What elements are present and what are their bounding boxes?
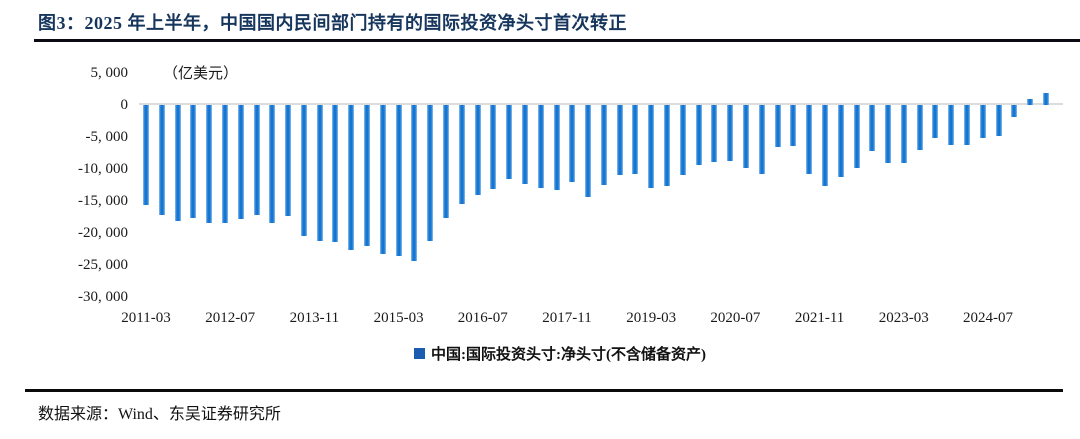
bar (379, 105, 386, 255)
legend: 中国:国际投资头寸:净头寸(不含储备资产) (40, 343, 1080, 364)
x-axis-tick-label: 2021-11 (794, 310, 845, 326)
bar (774, 105, 781, 147)
x-axis-tick-label: 2024-07 (963, 310, 1013, 326)
bar (174, 105, 181, 221)
x-axis-tick-label: 2016-07 (457, 310, 508, 326)
y-axis-tick-label: -5, 000 (85, 128, 129, 145)
bar (869, 105, 876, 152)
bar (332, 105, 339, 242)
zero-gridline (139, 103, 1063, 105)
bar (395, 105, 402, 257)
bar (364, 105, 371, 247)
source-note: 数据来源：Wind、东吴证券研究所 (38, 406, 281, 423)
bar (758, 105, 765, 175)
bar (316, 105, 323, 241)
bar (458, 105, 465, 204)
figure-title: 图3：2025 年上半年，中国国内民间部门持有的国际投资净头寸首次转正 (38, 13, 627, 33)
bar (900, 105, 907, 164)
bar (600, 105, 607, 185)
bar (474, 105, 481, 196)
bar (300, 105, 307, 236)
bar (221, 105, 228, 223)
bar (443, 105, 449, 219)
bar (143, 105, 149, 205)
y-axis-tick-label: -25, 000 (78, 256, 128, 273)
y-axis-tick-label: -10, 000 (78, 160, 128, 177)
legend-label: 中国:国际投资头寸:净头寸(不含储备资产) (431, 347, 706, 363)
bar (916, 105, 923, 150)
bar (979, 105, 986, 139)
bar (821, 105, 828, 186)
bar (553, 105, 560, 191)
bar (1027, 99, 1034, 105)
bar (932, 105, 939, 139)
bar (521, 105, 528, 185)
bar (616, 105, 623, 176)
source-divider (25, 389, 1063, 392)
bar (948, 105, 955, 146)
bar (237, 105, 244, 219)
bar (790, 105, 797, 146)
x-axis-tick-label: 2015-03 (373, 310, 424, 326)
bar (806, 105, 813, 175)
y-axis-tick-label: -30, 000 (78, 288, 128, 305)
bar (964, 105, 971, 145)
x-axis-tick-label: 2012-07 (205, 310, 256, 326)
bar (632, 105, 639, 175)
legend-square-icon (414, 348, 425, 359)
x-axis-tick-label: 2017-11 (542, 310, 592, 326)
bar (158, 105, 165, 216)
x-axis-tick-label: 2020-07 (710, 310, 761, 326)
bar (206, 105, 213, 223)
bar (1043, 93, 1049, 105)
bar (837, 105, 844, 177)
bar (995, 105, 1002, 136)
bar (711, 105, 718, 162)
bar (679, 105, 686, 176)
bar (727, 105, 734, 161)
bar (695, 105, 702, 166)
x-axis-tick-label: 2019-03 (626, 310, 677, 326)
bar (427, 105, 434, 241)
y-axis-tick-label: 5, 000 (90, 64, 129, 81)
bar (585, 105, 592, 197)
y-axis-tick-label: -20, 000 (78, 224, 128, 241)
bar (664, 105, 671, 186)
bar (648, 105, 655, 189)
y-axis-tick-label: -15, 000 (78, 192, 128, 209)
bar (269, 105, 276, 224)
bar (853, 105, 860, 169)
y-axis-tick-label: 0 (120, 96, 129, 113)
bar (569, 105, 576, 183)
x-axis-tick-label: 2011-03 (121, 310, 171, 326)
bar (190, 105, 197, 218)
x-axis-tick-label: 2013-11 (289, 310, 340, 326)
bar (506, 105, 513, 180)
bar (285, 105, 292, 216)
bar (1011, 105, 1018, 117)
bar (253, 105, 260, 216)
bar (885, 105, 892, 164)
bar (490, 105, 497, 190)
bar (537, 105, 544, 188)
bar (348, 105, 355, 251)
x-axis-tick-label: 2023-03 (878, 310, 929, 326)
title-divider (34, 39, 1080, 42)
bar (743, 105, 749, 168)
bar (411, 105, 418, 261)
axis-unit-label: （亿美元） (163, 66, 239, 82)
